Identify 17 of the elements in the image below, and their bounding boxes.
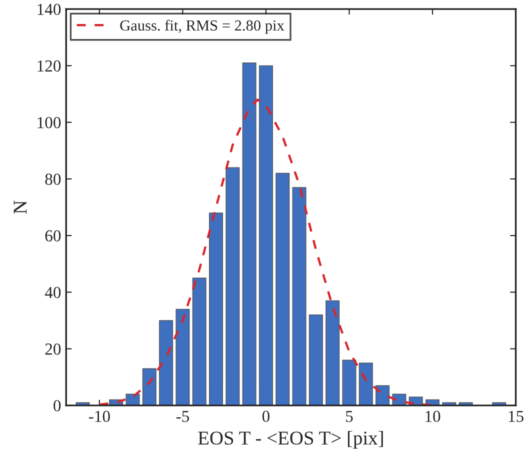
legend-label: Gauss. fit, RMS = 2.80 pix (120, 20, 284, 34)
y-tick-label: 80 (45, 174, 61, 185)
x-tick-label: 5 (346, 410, 353, 422)
y-axis-title: N (14, 200, 27, 214)
y-tick-label: 20 (45, 344, 61, 355)
x-tick-label: 0 (262, 410, 270, 422)
x-tick-label: -10 (88, 410, 110, 422)
x-tick-label: 10 (426, 410, 440, 422)
x-tick-label: -5 (176, 410, 189, 422)
y-tick-label: 60 (45, 230, 61, 242)
y-tick-label: 0 (54, 400, 61, 412)
y-tick-label: 40 (44, 286, 61, 298)
x-tick-label: 15 (508, 410, 524, 422)
y-tick-label: 100 (38, 117, 61, 128)
x-axis-title: EOS T - <EOS T> [pix] (198, 430, 383, 449)
y-tick-label: 140 (38, 4, 61, 16)
y-tick-label: 120 (38, 60, 61, 72)
